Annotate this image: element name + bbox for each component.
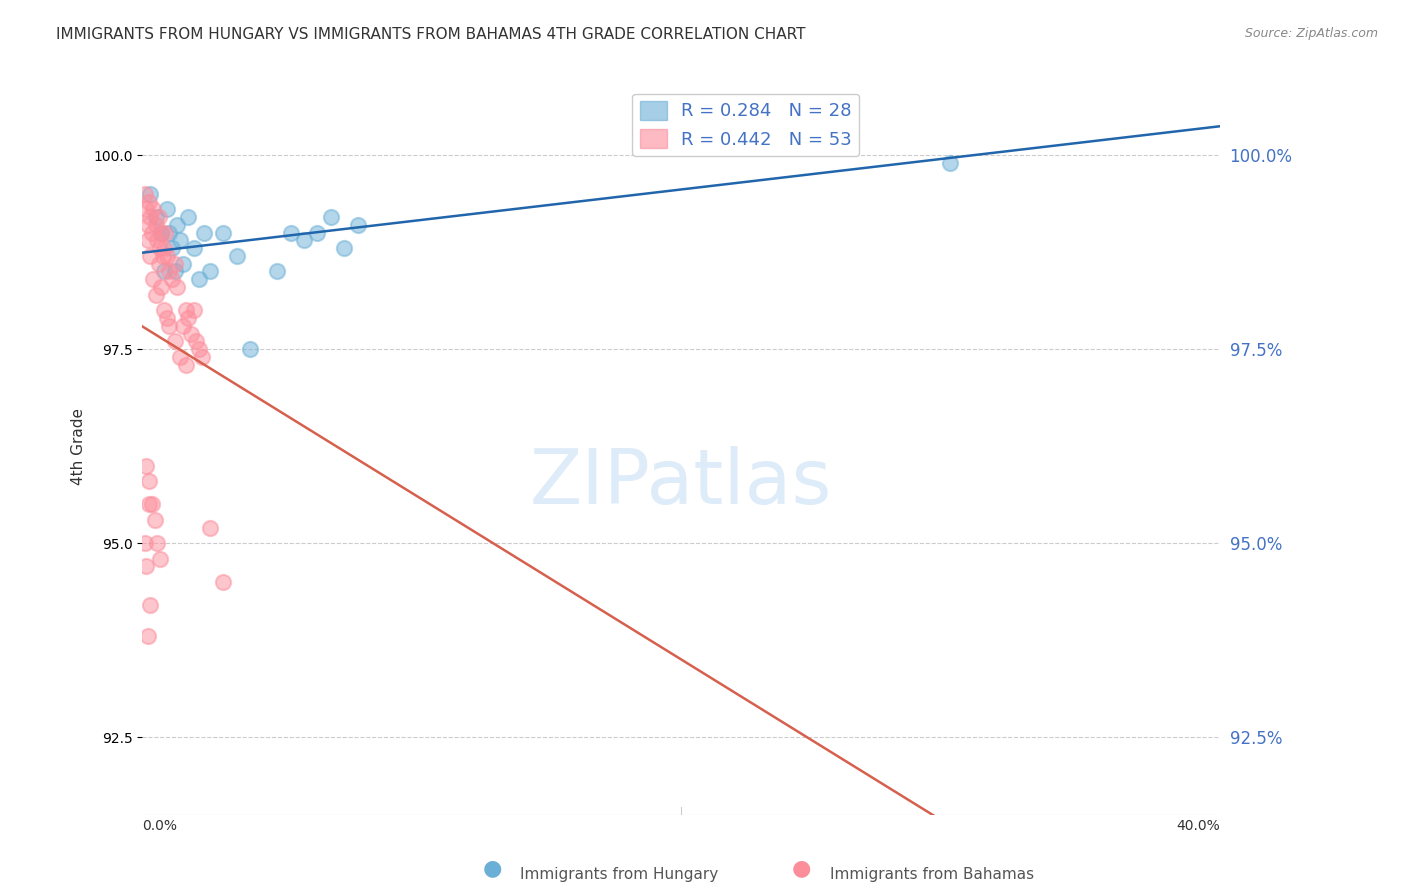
Point (198, 264, 221, 278)
Point (239, 342, 262, 356)
Point (143, 513, 166, 527)
Point (333, 241, 356, 255)
Point (198, 520, 221, 534)
Point (188, 272, 211, 286)
Text: 0.0%: 0.0% (142, 819, 177, 832)
Point (145, 210, 167, 224)
Point (166, 218, 188, 232)
Point (150, 280, 173, 294)
Point (138, 474, 160, 488)
Point (156, 249, 179, 263)
Point (142, 202, 165, 217)
Point (186, 334, 208, 349)
Point (180, 326, 202, 341)
Point (155, 226, 177, 240)
Point (169, 350, 191, 364)
Point (148, 210, 170, 224)
Point (319, 210, 342, 224)
Point (138, 194, 160, 209)
Text: 40.0%: 40.0% (1175, 819, 1220, 832)
Point (135, 559, 157, 574)
Point (145, 218, 167, 232)
Point (136, 629, 159, 643)
Point (152, 249, 174, 263)
Legend: R = 0.284   N = 28, R = 0.442   N = 53: R = 0.284 N = 28, R = 0.442 N = 53 (633, 94, 859, 156)
Point (153, 264, 176, 278)
Point (157, 318, 180, 333)
Point (156, 311, 179, 326)
Point (193, 226, 215, 240)
Point (939, 156, 962, 170)
Point (166, 280, 188, 294)
Point (212, 226, 235, 240)
Point (145, 287, 167, 301)
Point (139, 210, 162, 224)
Point (141, 226, 163, 240)
Point (136, 218, 159, 232)
Point (292, 234, 315, 248)
Point (163, 257, 186, 271)
Text: IMMIGRANTS FROM HUNGARY VS IMMIGRANTS FROM BAHAMAS 4TH GRADE CORRELATION CHART: IMMIGRANTS FROM HUNGARY VS IMMIGRANTS FR… (56, 27, 806, 42)
Point (347, 218, 370, 232)
Point (156, 202, 179, 217)
Point (697, 140, 720, 154)
Point (139, 249, 162, 263)
Point (172, 318, 194, 333)
Point (135, 202, 157, 217)
Point (212, 574, 235, 589)
Point (146, 536, 169, 550)
Point (183, 241, 205, 255)
Point (280, 226, 302, 240)
Point (136, 234, 159, 248)
Point (177, 210, 200, 224)
Point (174, 358, 197, 372)
Point (149, 241, 172, 255)
Point (225, 249, 247, 263)
Point (174, 303, 197, 318)
Point (183, 303, 205, 318)
Text: Immigrants from Hungary: Immigrants from Hungary (520, 867, 718, 881)
Point (157, 226, 180, 240)
Point (148, 257, 170, 271)
Point (160, 241, 183, 255)
Point (138, 497, 160, 511)
Point (163, 334, 186, 349)
Point (134, 186, 156, 201)
Y-axis label: 4th Grade: 4th Grade (72, 408, 86, 484)
Point (307, 226, 329, 240)
Point (177, 311, 200, 326)
Point (150, 226, 173, 240)
Text: Immigrants from Bahamas: Immigrants from Bahamas (830, 867, 1033, 881)
Point (134, 536, 156, 550)
Point (160, 272, 183, 286)
Point (190, 350, 212, 364)
Point (188, 342, 211, 356)
Text: ZIPatlas: ZIPatlas (530, 446, 832, 520)
Text: ●: ● (482, 858, 502, 878)
Point (153, 241, 176, 255)
Point (169, 234, 191, 248)
Point (146, 234, 169, 248)
Point (157, 264, 180, 278)
Point (142, 272, 165, 286)
Point (150, 226, 173, 240)
Point (139, 599, 162, 613)
Point (135, 458, 157, 473)
Point (172, 257, 194, 271)
Text: Source: ZipAtlas.com: Source: ZipAtlas.com (1244, 27, 1378, 40)
Point (163, 264, 186, 278)
Point (266, 264, 288, 278)
Point (141, 497, 163, 511)
Point (153, 303, 176, 318)
Point (139, 186, 162, 201)
Point (149, 551, 172, 566)
Text: ●: ● (792, 858, 811, 878)
